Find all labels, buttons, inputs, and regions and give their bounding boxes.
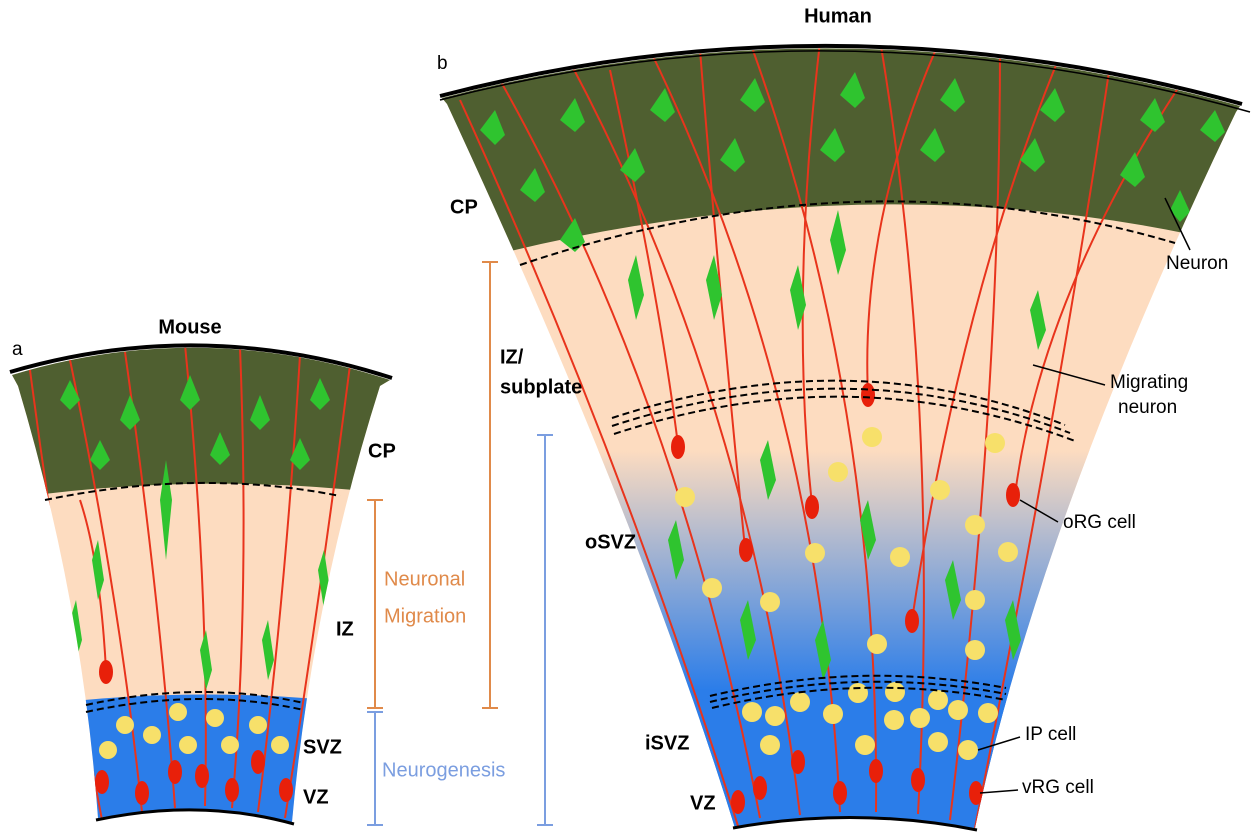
zone-label: oSVZ: [585, 531, 636, 553]
pointer: [980, 790, 1018, 793]
callout: Migrating: [1110, 372, 1188, 393]
callout: IP cell: [1025, 724, 1076, 745]
callout: neuron: [1118, 397, 1177, 418]
bracket-neurogenesis: [367, 712, 383, 825]
panel-title: Mouse: [158, 316, 221, 338]
zone-label: IZ/: [500, 346, 524, 368]
bracket-neurogenesis: [537, 435, 553, 825]
diagram: a Mouse CP IZ SVZ VZ Neuronal Migration …: [0, 0, 1254, 832]
callout: Neuron: [1166, 253, 1228, 274]
zone-label: CP: [450, 196, 478, 218]
zone-label: IZ: [336, 618, 354, 640]
zone-label: VZ: [690, 792, 716, 814]
bracket-label: Migration: [384, 605, 466, 627]
callout: vRG cell: [1022, 777, 1094, 798]
callout: oRG cell: [1063, 512, 1136, 533]
zone-label: CP: [368, 440, 396, 462]
bracket-iz-subplate: [482, 262, 498, 708]
bracket-label: Neurogenesis: [382, 759, 505, 781]
zone-label: iSVZ: [645, 732, 689, 754]
bracket-migration: [367, 500, 383, 708]
panel-title: Human: [804, 5, 872, 27]
bracket-label: Neuronal: [384, 568, 465, 590]
zone-label: SVZ: [303, 736, 342, 758]
panel-label: b: [437, 53, 448, 74]
zone-label: VZ: [303, 786, 329, 808]
panel-label: a: [12, 339, 23, 360]
zone-label: subplate: [500, 376, 582, 398]
